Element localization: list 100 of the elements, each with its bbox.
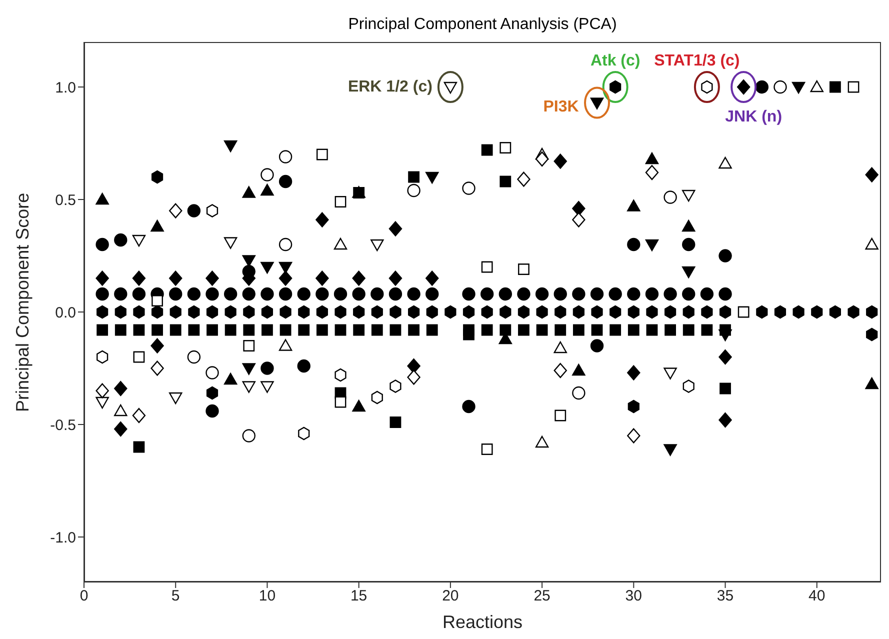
point: [500, 305, 512, 319]
point: [829, 305, 841, 319]
point: [700, 287, 714, 301]
point: [500, 324, 512, 336]
point: [260, 362, 274, 375]
point: [261, 305, 274, 319]
point: [188, 324, 200, 336]
point: [96, 238, 109, 252]
point: [848, 305, 860, 319]
point: [224, 324, 236, 336]
point: [169, 270, 182, 286]
point: [242, 287, 256, 301]
point: [774, 80, 787, 94]
point: [133, 324, 145, 336]
point: [278, 238, 292, 252]
point: [224, 287, 238, 301]
point: [114, 324, 126, 336]
point: [408, 171, 420, 183]
point: [187, 287, 201, 301]
point: [242, 381, 256, 393]
point: [298, 305, 310, 319]
point: [151, 305, 164, 319]
annotation: Atk (c): [590, 52, 640, 70]
point: [554, 363, 567, 378]
point: [278, 262, 292, 274]
point: [627, 200, 640, 212]
point: [150, 360, 164, 376]
point: [316, 287, 329, 301]
point: [720, 382, 731, 394]
point: [224, 237, 238, 249]
point: [243, 324, 255, 336]
point: [536, 305, 548, 319]
point: [390, 416, 402, 428]
point: [188, 305, 200, 319]
point: [591, 305, 603, 319]
point: [114, 233, 128, 247]
point: [316, 270, 329, 286]
point: [169, 287, 182, 301]
point: [297, 359, 310, 373]
point: [243, 340, 255, 352]
point: [682, 220, 696, 232]
point: [426, 287, 439, 301]
point: [554, 154, 567, 169]
point: [738, 306, 750, 318]
point: [242, 255, 256, 267]
point: [260, 184, 274, 196]
point: [169, 392, 182, 404]
y-tick-label: 0.5: [55, 192, 76, 209]
point: [610, 305, 622, 319]
point: [865, 377, 878, 390]
point: [572, 212, 586, 228]
point: [590, 339, 604, 352]
point: [462, 400, 476, 414]
point: [407, 287, 420, 301]
point: [132, 270, 146, 286]
point: [96, 305, 108, 319]
point: [462, 305, 475, 319]
point: [407, 370, 420, 385]
point: [829, 81, 841, 93]
point: [664, 190, 677, 204]
point: [718, 329, 732, 342]
point: [518, 264, 530, 275]
point: [792, 305, 804, 319]
point: [242, 186, 256, 198]
point: [682, 305, 694, 319]
point: [407, 184, 420, 198]
point: [262, 324, 273, 336]
point: [718, 412, 732, 428]
point: [390, 324, 402, 336]
point: [224, 140, 238, 152]
point: [114, 381, 128, 396]
point: [224, 372, 238, 385]
point: [481, 305, 493, 319]
x-tick-label: 10: [258, 588, 276, 605]
point: [96, 383, 109, 398]
point: [480, 287, 494, 301]
x-tick-label: 25: [534, 588, 550, 605]
point: [96, 350, 108, 364]
point: [554, 305, 566, 319]
point: [682, 380, 694, 393]
point: [645, 165, 659, 180]
point: [462, 287, 476, 301]
point: [371, 390, 383, 404]
point: [96, 324, 108, 336]
point: [114, 287, 128, 301]
x-tick-label: 35: [716, 588, 734, 605]
point: [206, 287, 219, 301]
point: [572, 287, 586, 301]
point: [517, 287, 530, 301]
point: [682, 266, 696, 278]
point: [278, 287, 292, 301]
point: [792, 82, 806, 94]
point: [370, 287, 384, 301]
point: [152, 324, 163, 336]
point: [187, 204, 201, 218]
point: [500, 142, 512, 154]
point: [407, 358, 420, 374]
point: [756, 305, 768, 319]
y-tick-label: 1.0: [55, 79, 76, 96]
point: [811, 305, 823, 319]
